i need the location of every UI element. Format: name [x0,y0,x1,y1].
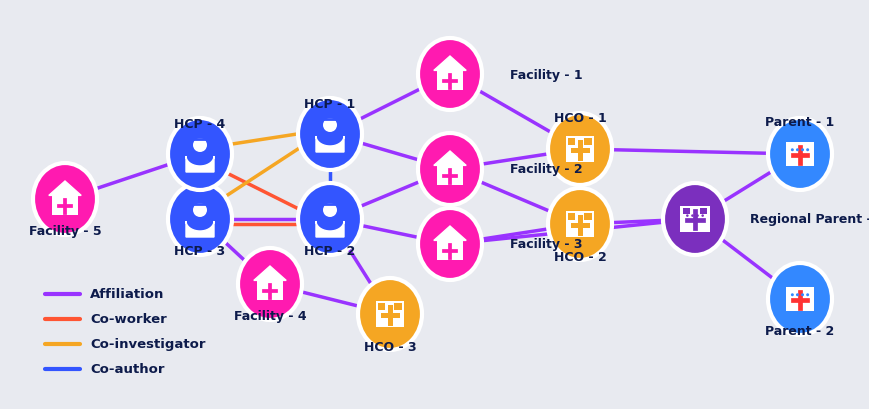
Ellipse shape [357,278,421,350]
Bar [52,196,77,216]
Ellipse shape [790,149,793,152]
Bar [584,139,591,145]
Bar [786,288,813,311]
Polygon shape [254,266,286,281]
Bar [378,303,385,310]
Ellipse shape [806,294,808,297]
Text: HCP - 2: HCP - 2 [304,245,355,258]
Bar [565,137,594,162]
Text: Facility - 3: Facility - 3 [509,238,582,251]
Ellipse shape [547,189,611,261]
Ellipse shape [790,294,793,297]
Text: Co-investigator: Co-investigator [90,338,205,351]
Text: HCP - 3: HCP - 3 [175,245,225,258]
Bar [567,139,574,145]
Bar [682,209,689,214]
Ellipse shape [686,215,688,217]
Text: Facility - 5: Facility - 5 [29,225,101,238]
Bar [786,143,813,166]
Ellipse shape [298,99,362,171]
Ellipse shape [547,114,611,186]
Bar [679,207,709,232]
Ellipse shape [767,263,831,335]
Bar [700,209,706,214]
Ellipse shape [800,149,803,152]
Text: HCP - 4: HCP - 4 [174,118,225,131]
Text: Co-author: Co-author [90,363,164,375]
Ellipse shape [168,119,232,191]
Ellipse shape [417,209,481,280]
Text: Regional Parent - 1: Regional Parent - 1 [749,213,869,226]
Ellipse shape [193,139,207,153]
Ellipse shape [690,215,693,217]
Text: Facility - 2: Facility - 2 [509,163,582,176]
Ellipse shape [795,149,798,152]
Text: Facility - 1: Facility - 1 [509,68,582,81]
Ellipse shape [322,204,336,218]
Ellipse shape [33,164,96,236]
Bar [567,213,574,220]
Ellipse shape [695,215,698,217]
Ellipse shape [417,39,481,111]
Text: HCO - 2: HCO - 2 [553,251,606,264]
Text: Co-worker: Co-worker [90,313,167,326]
Ellipse shape [193,204,207,218]
Bar [565,212,594,237]
Ellipse shape [238,248,302,320]
Ellipse shape [767,119,831,191]
Ellipse shape [662,184,726,255]
Text: Facility - 4: Facility - 4 [234,310,306,323]
Bar [584,213,591,220]
Bar [257,281,282,301]
Bar [437,166,462,186]
Polygon shape [315,221,343,237]
Ellipse shape [700,215,703,217]
Text: HCP - 1: HCP - 1 [304,98,355,111]
Ellipse shape [417,134,481,205]
Bar [375,302,404,327]
Bar [394,303,401,310]
Ellipse shape [168,184,232,255]
Text: Parent - 1: Parent - 1 [765,115,833,128]
Text: Parent - 2: Parent - 2 [765,325,833,338]
Ellipse shape [795,294,798,297]
Polygon shape [434,57,466,71]
Bar [437,71,462,91]
Polygon shape [315,137,343,153]
Polygon shape [186,157,214,173]
Text: HCO - 1: HCO - 1 [553,111,606,124]
Text: Affiliation: Affiliation [90,288,164,301]
Polygon shape [434,227,466,241]
Ellipse shape [806,149,808,152]
Polygon shape [434,152,466,166]
Bar [437,241,462,261]
Ellipse shape [322,119,336,133]
Polygon shape [49,182,81,196]
Ellipse shape [298,184,362,255]
Text: HCO - 3: HCO - 3 [363,341,416,354]
Ellipse shape [800,294,803,297]
Polygon shape [186,221,214,237]
